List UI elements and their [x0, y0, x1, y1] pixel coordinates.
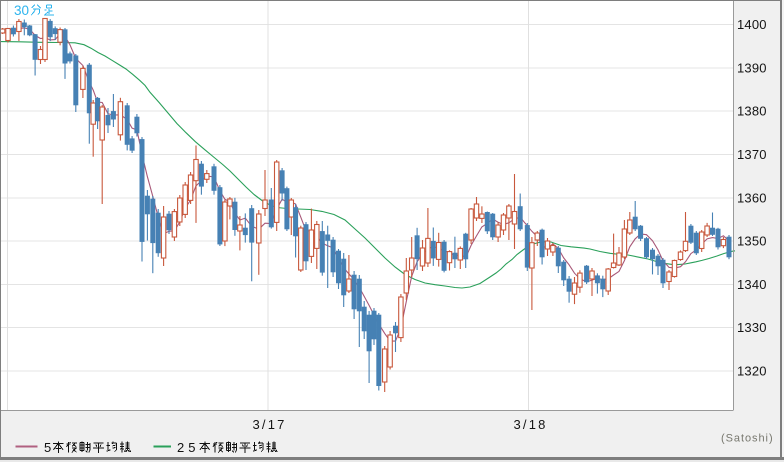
svg-text:1330: 1330	[737, 320, 767, 335]
svg-text:(Satoshi): (Satoshi)	[721, 433, 774, 445]
svg-text:1380: 1380	[737, 104, 767, 119]
svg-text:1360: 1360	[737, 190, 767, 205]
svg-text:3/18: 3/18	[514, 417, 548, 432]
svg-text:25: 25	[177, 440, 199, 455]
svg-text:1320: 1320	[737, 364, 767, 379]
svg-text:1340: 1340	[737, 277, 767, 292]
svg-text:1390: 1390	[737, 60, 767, 75]
svg-text:1400: 1400	[737, 17, 767, 32]
svg-text:3/17: 3/17	[253, 417, 287, 432]
svg-text:30: 30	[14, 3, 29, 18]
svg-text:1370: 1370	[737, 147, 767, 162]
svg-text:5: 5	[44, 440, 51, 455]
svg-text:1350: 1350	[737, 234, 767, 249]
